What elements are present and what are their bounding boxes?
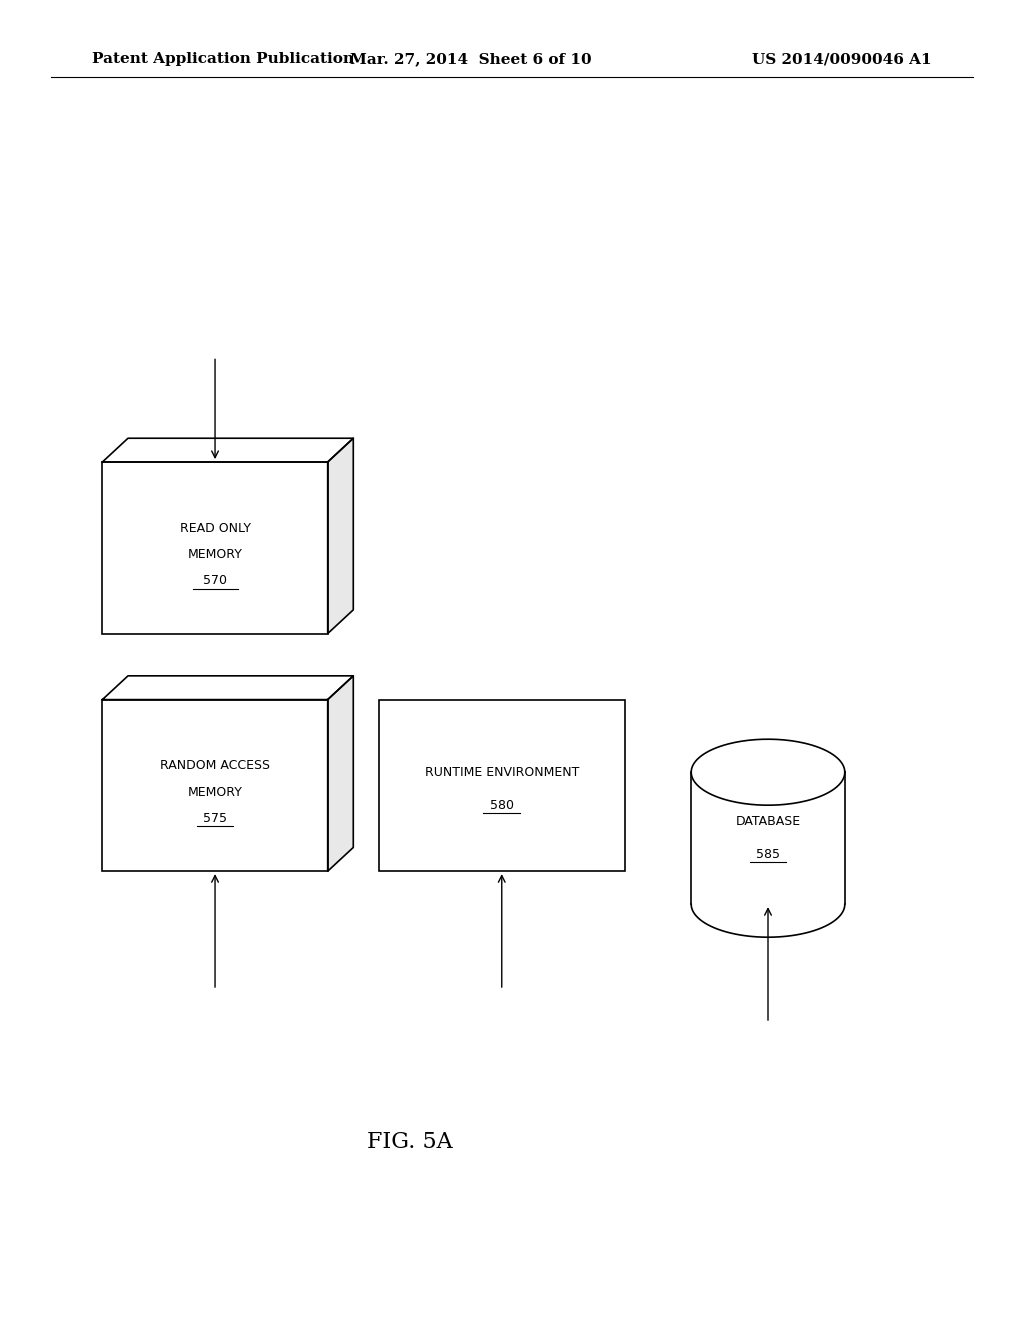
Text: US 2014/0090046 A1: US 2014/0090046 A1 bbox=[753, 53, 932, 66]
Polygon shape bbox=[328, 438, 353, 634]
Text: FIG. 5A: FIG. 5A bbox=[367, 1131, 453, 1152]
Text: 580: 580 bbox=[489, 799, 514, 812]
Text: DATABASE: DATABASE bbox=[735, 814, 801, 828]
Text: RUNTIME ENVIRONMENT: RUNTIME ENVIRONMENT bbox=[425, 766, 579, 779]
Polygon shape bbox=[102, 438, 353, 462]
Text: Mar. 27, 2014  Sheet 6 of 10: Mar. 27, 2014 Sheet 6 of 10 bbox=[350, 53, 592, 66]
Text: 585: 585 bbox=[756, 847, 780, 861]
Polygon shape bbox=[328, 676, 353, 871]
Polygon shape bbox=[691, 739, 845, 937]
Polygon shape bbox=[691, 739, 845, 805]
Text: MEMORY: MEMORY bbox=[187, 785, 243, 799]
Text: MEMORY: MEMORY bbox=[187, 548, 243, 561]
Bar bbox=[102, 700, 328, 871]
Text: Patent Application Publication: Patent Application Publication bbox=[92, 53, 354, 66]
Bar bbox=[379, 700, 625, 871]
Bar bbox=[102, 462, 328, 634]
Polygon shape bbox=[102, 676, 353, 700]
Text: READ ONLY: READ ONLY bbox=[179, 521, 251, 535]
Text: 570: 570 bbox=[203, 574, 227, 587]
Text: RANDOM ACCESS: RANDOM ACCESS bbox=[160, 759, 270, 772]
Text: 575: 575 bbox=[203, 812, 227, 825]
